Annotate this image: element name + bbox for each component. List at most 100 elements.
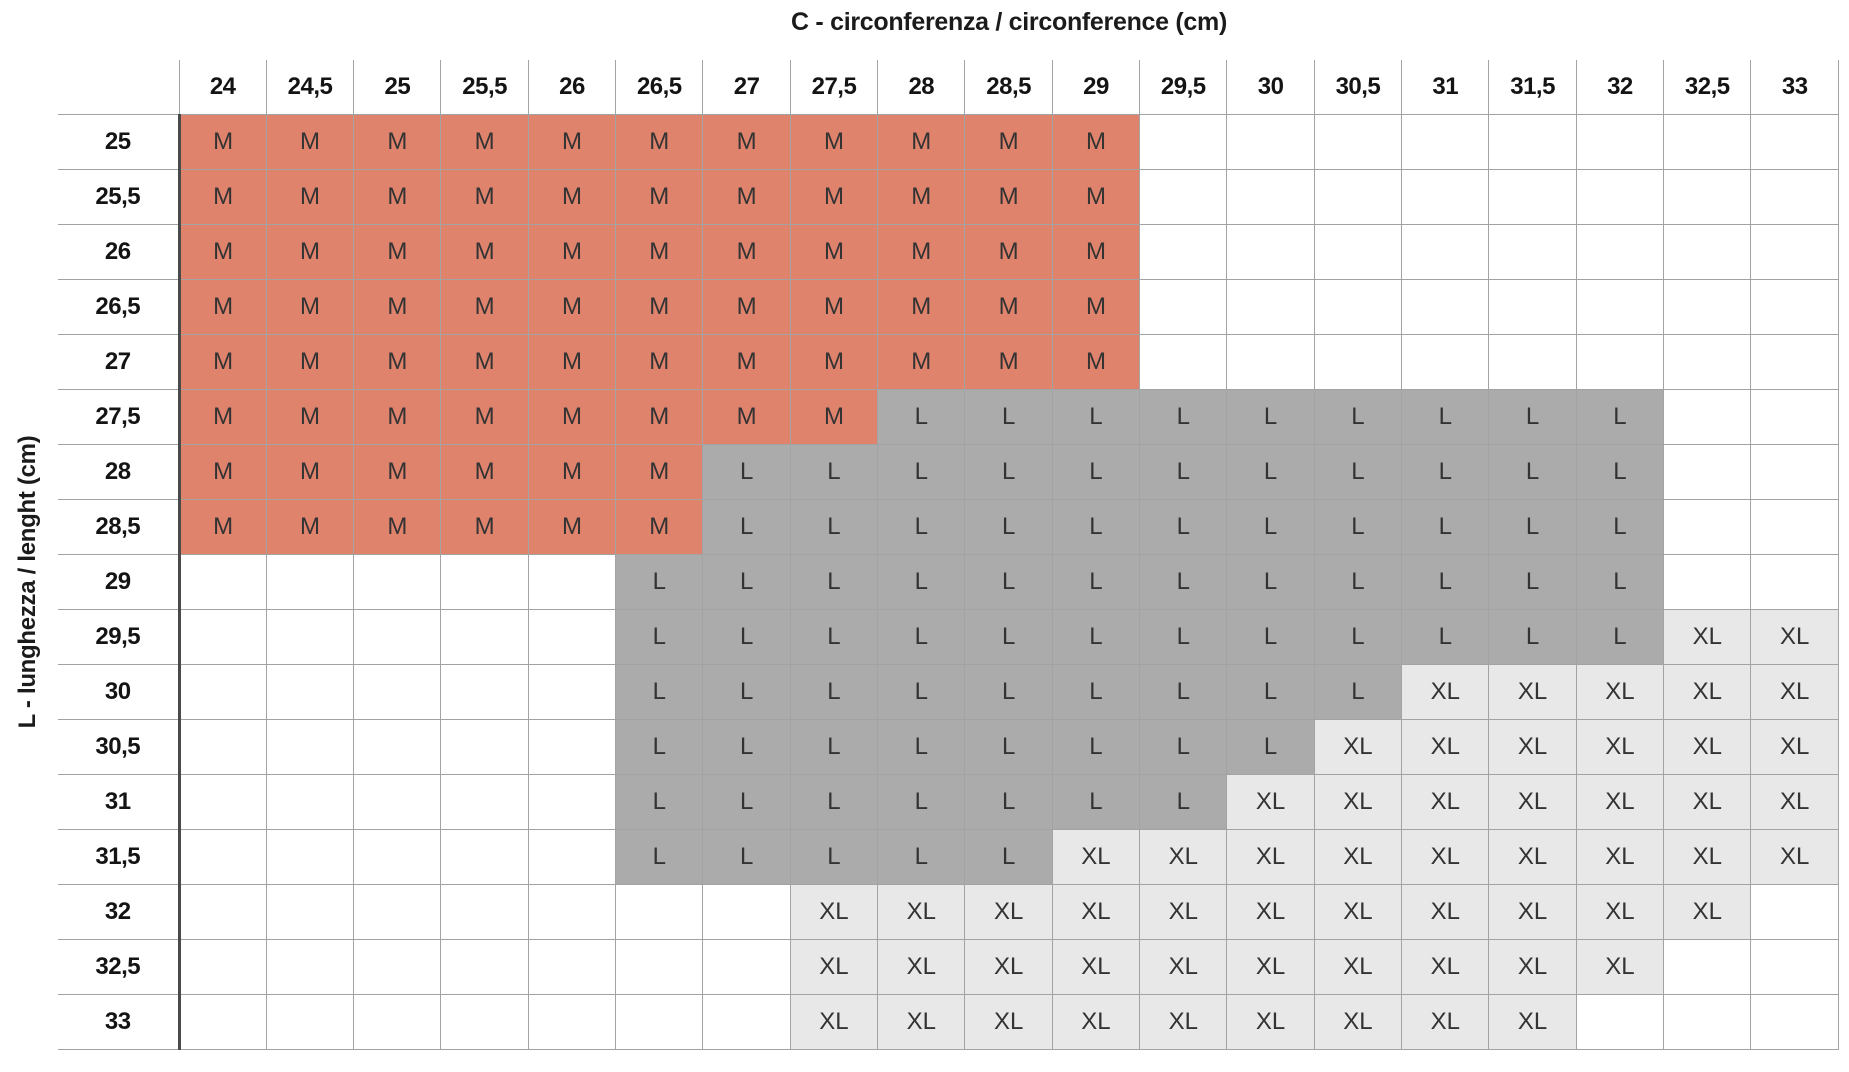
size-cell-empty	[1401, 278, 1490, 335]
size-cell-empty	[178, 828, 267, 885]
size-cell-L: L	[702, 608, 791, 665]
size-cell-empty	[440, 883, 529, 940]
size-cell-M: M	[440, 113, 529, 170]
size-cell-empty	[1575, 168, 1665, 225]
size-cell-empty	[178, 773, 267, 830]
size-cell-empty	[353, 828, 442, 885]
size-cell-empty	[1750, 223, 1839, 280]
chart-title: C - circonferenza / circonference (cm)	[791, 8, 1227, 36]
col-header-31: 31	[1401, 60, 1490, 115]
table-row: 32,5 XL XL XL XL XL XL XL XL XL XL	[58, 938, 1839, 995]
col-header-33: 33	[1750, 60, 1839, 115]
row-header-25,5: 25,5	[58, 168, 181, 225]
size-cell-empty	[527, 553, 617, 610]
size-cell-M: M	[178, 498, 267, 555]
size-cell-empty	[178, 993, 267, 1050]
size-cell-empty	[178, 883, 267, 940]
size-cell-empty	[1226, 168, 1315, 225]
size-cell-M: M	[178, 388, 267, 445]
size-cell-empty	[178, 718, 267, 775]
size-cell-M: M	[527, 113, 617, 170]
size-cell-XL: XL	[1488, 663, 1577, 720]
size-cell-L: L	[964, 498, 1053, 555]
row-header-30: 30	[58, 663, 181, 720]
table-row: 26 M M M M M M M M M M M	[58, 223, 1839, 280]
size-cell-XL: XL	[1226, 938, 1315, 995]
size-cell-XL: XL	[1663, 773, 1752, 830]
size-cell-M: M	[178, 168, 267, 225]
size-cell-XL: XL	[1575, 883, 1665, 940]
size-cell-L: L	[1139, 773, 1228, 830]
size-cell-M: M	[789, 223, 879, 280]
size-cell-empty	[1575, 333, 1665, 390]
size-cell-M: M	[265, 168, 355, 225]
size-cell-M: M	[353, 443, 442, 500]
size-cell-empty	[1226, 113, 1315, 170]
table-row: 28 M M M M M M L L L L L L L L L L L	[58, 443, 1839, 500]
size-cell-M: M	[964, 223, 1053, 280]
size-cell-L: L	[615, 553, 704, 610]
size-cell-L: L	[1401, 388, 1490, 445]
size-cell-M: M	[527, 333, 617, 390]
size-cell-empty	[1750, 553, 1839, 610]
row-header-27,5: 27,5	[58, 388, 181, 445]
size-cell-empty	[1575, 278, 1665, 335]
size-cell-empty	[1401, 333, 1490, 390]
size-cell-XL: XL	[1401, 718, 1490, 775]
size-cell-L: L	[702, 718, 791, 775]
size-cell-empty	[1488, 223, 1577, 280]
size-cell-XL: XL	[1663, 883, 1752, 940]
size-cell-XL: XL	[1051, 883, 1141, 940]
size-cell-M: M	[964, 113, 1053, 170]
size-cell-L: L	[615, 773, 704, 830]
size-cell-L: L	[1226, 443, 1315, 500]
size-cell-M: M	[178, 113, 267, 170]
size-cell-empty	[440, 663, 529, 720]
size-cell-XL: XL	[1663, 663, 1752, 720]
size-cell-empty	[178, 608, 267, 665]
size-cell-empty	[1226, 278, 1315, 335]
size-cell-empty	[1488, 278, 1577, 335]
size-cell-XL: XL	[1139, 938, 1228, 995]
size-cell-L: L	[877, 828, 966, 885]
size-cell-L: L	[964, 718, 1053, 775]
size-cell-M: M	[615, 333, 704, 390]
size-cell-L: L	[1226, 718, 1315, 775]
size-cell-empty	[527, 938, 617, 995]
size-cell-empty	[615, 938, 704, 995]
col-header-25: 25	[353, 60, 442, 115]
row-header-31,5: 31,5	[58, 828, 181, 885]
size-cell-L: L	[1488, 553, 1577, 610]
size-cell-L: L	[702, 663, 791, 720]
size-cell-XL: XL	[1313, 993, 1403, 1050]
size-cell-empty	[615, 883, 704, 940]
size-cell-empty	[1139, 278, 1228, 335]
size-cell-L: L	[1488, 388, 1577, 445]
size-cell-empty	[1663, 278, 1752, 335]
size-cell-M: M	[440, 443, 529, 500]
size-cell-M: M	[789, 168, 879, 225]
size-cell-XL: XL	[1051, 828, 1141, 885]
size-cell-L: L	[1575, 608, 1665, 665]
size-cell-L: L	[1226, 608, 1315, 665]
size-cell-L: L	[1051, 773, 1141, 830]
size-cell-M: M	[178, 278, 267, 335]
size-cell-L: L	[1051, 388, 1141, 445]
size-cell-M: M	[964, 278, 1053, 335]
size-cell-empty	[1750, 388, 1839, 445]
size-cell-empty	[440, 773, 529, 830]
size-cell-M: M	[265, 333, 355, 390]
size-cell-empty	[1663, 223, 1752, 280]
size-cell-empty	[1313, 113, 1403, 170]
size-cell-M: M	[265, 443, 355, 500]
size-cell-L: L	[615, 608, 704, 665]
size-cell-empty	[353, 993, 442, 1050]
size-cell-empty	[527, 773, 617, 830]
size-cell-XL: XL	[1051, 938, 1141, 995]
size-cell-L: L	[1139, 498, 1228, 555]
size-cell-L: L	[1226, 498, 1315, 555]
size-cell-XL: XL	[1488, 718, 1577, 775]
size-cell-L: L	[1401, 498, 1490, 555]
table-row: 29,5 L L L L L L L L L L L L XL XL	[58, 608, 1839, 665]
col-header-24,5: 24,5	[265, 60, 355, 115]
